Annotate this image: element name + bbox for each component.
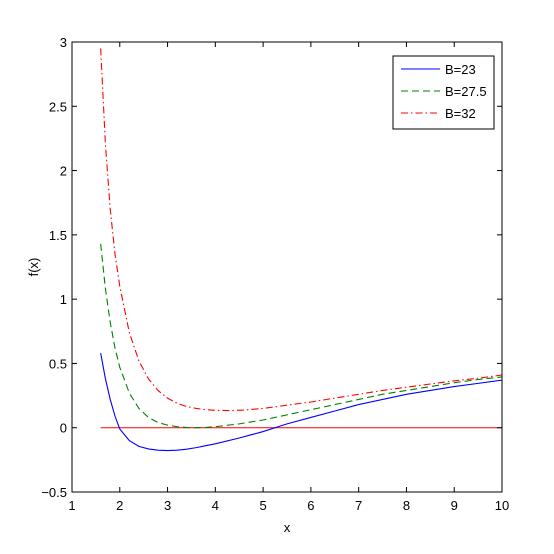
y-tick-label: 3 (60, 35, 67, 50)
plot-frame (71, 41, 503, 493)
y-tick-label: 0.5 (49, 356, 67, 371)
legend-label-3: B=32 (445, 106, 476, 121)
series-line-2 (100, 243, 503, 429)
series-line-3 (100, 48, 503, 412)
series-layer (100, 48, 503, 452)
legend-box (392, 55, 495, 130)
x-tick-label: 9 (451, 498, 458, 513)
x-tick-label: 5 (259, 498, 266, 513)
x-tick-label: 4 (212, 498, 219, 513)
y-tick-label: 2.5 (49, 99, 67, 114)
legend: B=23 B=27.5 B=32 (392, 55, 495, 130)
legend-label-1: B=23 (445, 62, 476, 77)
x-tick-label: 7 (355, 498, 362, 513)
x-tick-label: 8 (403, 498, 410, 513)
y-tick-label: 0 (60, 421, 67, 436)
x-tick-label: 3 (164, 498, 171, 513)
y-tick-label: 2 (60, 164, 67, 179)
x-tick-label: 2 (116, 498, 123, 513)
x-tick-label: 10 (495, 498, 509, 513)
x-tick-label: 6 (307, 498, 314, 513)
y-tick-label: 1 (60, 292, 67, 307)
series-line-1 (100, 353, 503, 452)
x-axis-label: x (284, 520, 291, 535)
x-tick-label: 1 (68, 498, 75, 513)
legend-label-2: B=27.5 (445, 84, 487, 99)
y-axis-label: f(x) (26, 258, 41, 277)
y-tick-label: −0.5 (41, 485, 67, 500)
y-tick-label: 1.5 (49, 228, 67, 243)
tick-layer: 1 2 3 4 5 6 7 8 9 10 −0.5 0 0.5 1 1.5 2 2.5 3 (41, 35, 509, 513)
